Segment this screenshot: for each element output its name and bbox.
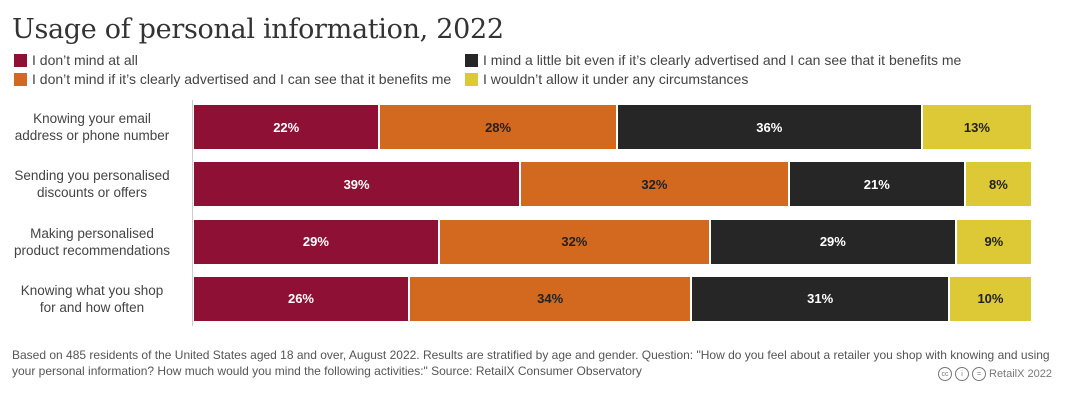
category-label: Knowing your email address or phone numbe… xyxy=(14,111,170,143)
data-label: 13% xyxy=(963,119,990,135)
data-label: 31% xyxy=(807,291,834,307)
legend-item: I don’t mind at all xyxy=(14,52,138,68)
legend-swatch xyxy=(465,53,478,67)
nd-icon: = xyxy=(972,367,986,381)
credit-text: RetailX 2022 xyxy=(989,368,1052,380)
data-label: 9% xyxy=(984,234,1004,250)
legend-label: I wouldn’t allow it under any circumstan… xyxy=(483,71,749,87)
data-label: 29% xyxy=(819,234,846,250)
data-label: 22% xyxy=(273,119,300,135)
bar-segment: 9% xyxy=(956,219,1031,264)
data-label: 34% xyxy=(537,291,564,307)
bar-segment: 32% xyxy=(521,162,788,207)
data-label: 21% xyxy=(863,176,890,192)
data-label: 32% xyxy=(561,234,588,250)
category-label: Knowing what you shop for and how often xyxy=(20,282,164,315)
category-axis-line xyxy=(192,100,193,326)
bar-segment: 10% xyxy=(949,276,1031,321)
category-label: Making personalised product recommendatio… xyxy=(13,225,171,258)
bar-segment: 26% xyxy=(194,276,408,321)
legend-label: I don’t mind if it’s clearly advertised … xyxy=(32,71,452,87)
bar-segment: 29% xyxy=(710,219,955,264)
legend-swatch xyxy=(14,72,27,86)
legend-label: I don’t mind at all xyxy=(32,52,138,68)
bar-segment: 13% xyxy=(922,105,1031,149)
bar-segment: 8% xyxy=(965,162,1031,207)
by-icon: i xyxy=(955,367,969,381)
category-label: Sending you personalised discounts or off… xyxy=(14,168,170,201)
credit: cc i = RetailX 2022 xyxy=(938,367,1052,381)
bar-segment: 36% xyxy=(617,105,921,149)
legend-label: I mind a little bit even if it’s clearly… xyxy=(483,52,962,68)
cc-icon: cc xyxy=(938,367,952,381)
bar-segment: 34% xyxy=(409,276,691,321)
data-label: 26% xyxy=(287,291,314,307)
bar-segment: 21% xyxy=(789,162,964,207)
data-label: 36% xyxy=(756,119,783,135)
legend-swatch xyxy=(14,53,27,67)
bar-segment: 28% xyxy=(380,105,616,149)
legend-item: I don’t mind if it’s clearly advertised … xyxy=(14,71,451,87)
data-label: 8% xyxy=(989,176,1008,192)
bar-segment: 22% xyxy=(194,105,379,149)
legend-item: I wouldn’t allow it under any circumstan… xyxy=(465,71,748,87)
footnote-line: Based on 485 residents of the United Sta… xyxy=(12,348,1050,362)
data-label: 32% xyxy=(641,176,668,192)
data-label: 29% xyxy=(302,234,329,250)
legend-swatch xyxy=(465,72,478,86)
data-label: 10% xyxy=(977,291,1004,307)
footnote-line: your personal information? How much woul… xyxy=(12,364,642,378)
footnote: Based on 485 residents of the United Sta… xyxy=(12,347,1052,379)
bar-segment: 29% xyxy=(194,219,438,264)
bar-segment: 39% xyxy=(194,162,520,207)
bar-segment: 32% xyxy=(439,219,709,264)
chart-title: Usage of personal information, 2022 xyxy=(12,14,504,45)
data-label: 39% xyxy=(343,176,370,192)
bar-segment: 31% xyxy=(692,276,948,321)
legend-item: I mind a little bit even if it’s clearly… xyxy=(465,52,961,68)
data-label: 28% xyxy=(485,119,512,135)
